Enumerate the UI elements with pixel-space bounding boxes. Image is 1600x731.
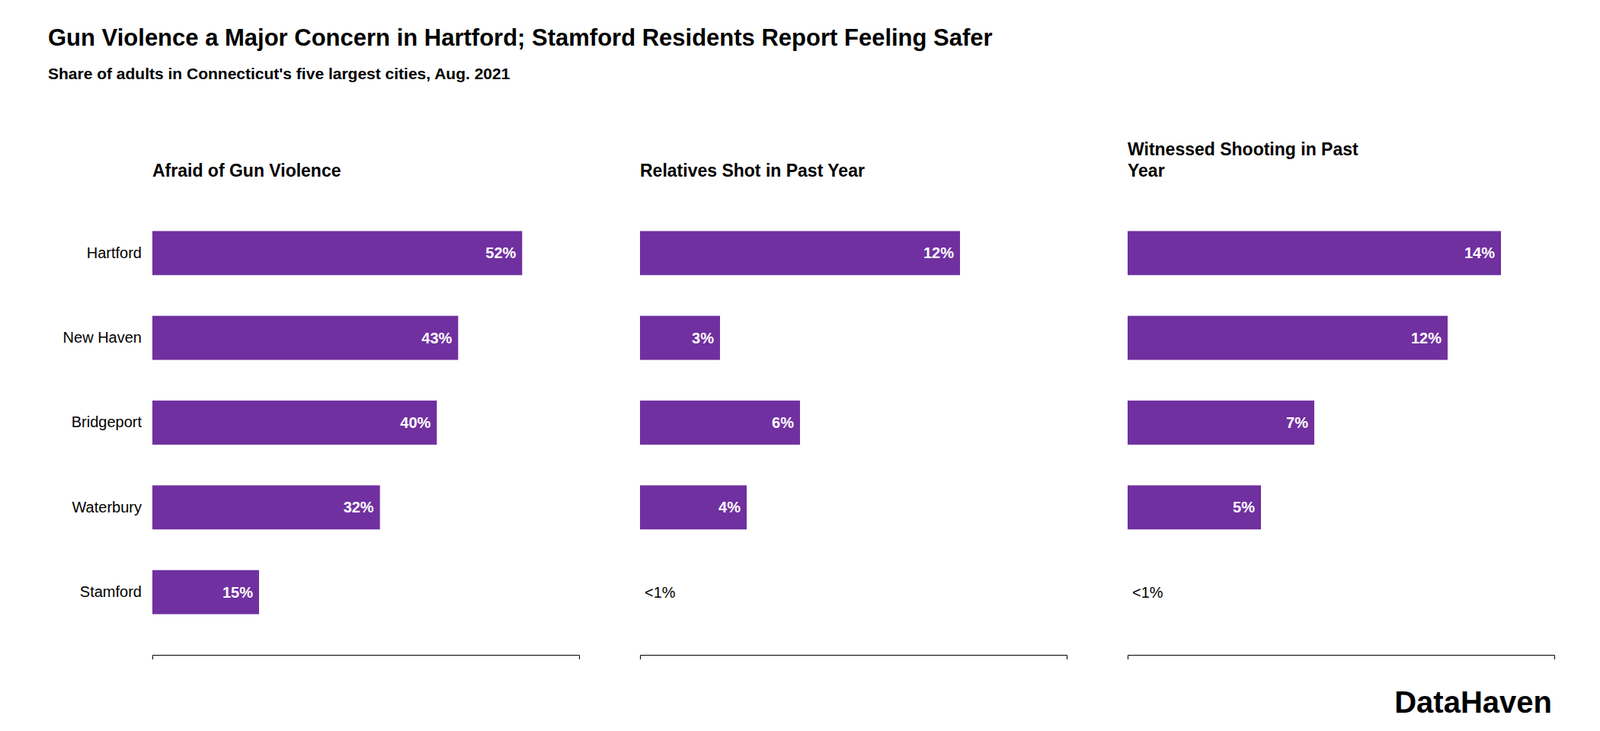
bar: [152, 570, 260, 615]
bar: [640, 316, 720, 361]
value-axis: [153, 656, 580, 661]
bar: [152, 400, 437, 445]
value-axis: [640, 656, 1068, 661]
data-label: <1%: [644, 584, 676, 602]
data-label: 3%: [691, 329, 714, 347]
data-label: 5%: [1232, 499, 1255, 516]
bar: [640, 230, 960, 276]
data-label: 52%: [485, 244, 516, 262]
tick: Waterbury: [71, 499, 142, 516]
category-label: Bridgeport: [71, 413, 143, 431]
panel-title-line: Afraid of Gun Violence: [152, 160, 342, 181]
panel-title: Witnessed Shooting in PastYear: [1127, 139, 1359, 181]
bar: [152, 485, 381, 530]
data-label: 40%: [400, 414, 431, 432]
bar: [1127, 400, 1315, 445]
panel: Witnessed Shooting in PastYear 14% 12% 7% 5%…: [1127, 139, 1556, 660]
bar: [1127, 485, 1261, 530]
data-label: 12%: [1411, 329, 1442, 347]
data-labels: 12% 3% 6% 4% <1%: [644, 244, 954, 601]
bar: [640, 570, 641, 615]
data-label: 43%: [421, 329, 452, 347]
bar: [640, 400, 800, 445]
category-label: Hartford: [86, 244, 142, 262]
axis-line: [640, 656, 1068, 661]
bar: [1127, 570, 1129, 615]
panel: Afraid of Gun Violence 52% 43% 40% 32% 15% Har…: [63, 160, 580, 660]
data-label: 32%: [343, 499, 375, 516]
bar: [1127, 230, 1501, 276]
tick: Stamford: [80, 583, 142, 601]
data-label: 14%: [1464, 244, 1495, 262]
bars: [152, 230, 522, 615]
bar: [640, 485, 747, 530]
background: [0, 0, 1600, 731]
data-label: 7%: [1286, 414, 1309, 432]
data-labels: 14% 12% 7% 5% <1%: [1132, 244, 1495, 601]
panel-title-line: Witnessed Shooting in Past: [1127, 139, 1359, 160]
subtitle: Share of adults in Connecticut's five la…: [48, 64, 511, 83]
tick: Bridgeport: [71, 413, 143, 431]
panel-title: Relatives Shot in Past Year: [640, 160, 865, 181]
category-label: New Haven: [63, 329, 142, 346]
category-label: Waterbury: [71, 499, 142, 516]
bars: [1127, 230, 1501, 530]
data-label: 4%: [718, 499, 741, 516]
panel: Relatives Shot in Past Year 12% 3% 6% 4% <1%: [640, 160, 1068, 660]
data-labels: 52% 43% 40% 32% 15%: [222, 244, 517, 601]
chart-svg: Gun Violence a Major Concern in Hartford…: [0, 0, 1600, 731]
data-label: 6%: [771, 414, 794, 432]
data-label: 15%: [222, 584, 253, 602]
value-axis: [1128, 656, 1556, 661]
axis-line: [1128, 656, 1556, 661]
tick: New Haven: [63, 329, 142, 346]
bar: [1127, 316, 1448, 361]
panel-title: Afraid of Gun Violence: [152, 160, 342, 181]
category-axis: Hartford New Haven Bridgeport Waterbury Stam…: [63, 244, 143, 601]
annotation: DataHaven: [1394, 685, 1552, 720]
tick: Hartford: [86, 244, 142, 262]
category-label: Stamford: [80, 583, 142, 601]
bars: [640, 230, 960, 530]
data-label: <1%: [1132, 584, 1164, 602]
panel-title-line: Relatives Shot in Past Year: [640, 160, 865, 181]
axis-line: [153, 656, 580, 661]
bar: [152, 316, 458, 361]
title: Gun Violence a Major Concern in Hartford…: [48, 24, 993, 52]
bar: [152, 230, 522, 276]
data-label: 12%: [923, 244, 954, 262]
panel-title-line: Year: [1127, 160, 1165, 181]
